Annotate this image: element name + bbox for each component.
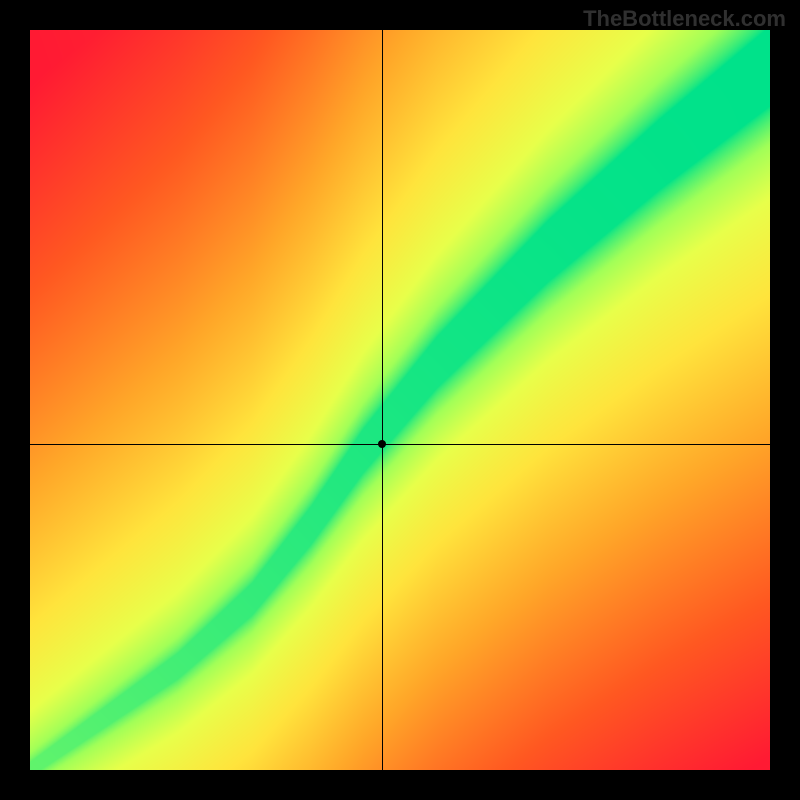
crosshair-vertical: [382, 30, 383, 770]
heatmap-canvas: [30, 30, 770, 770]
chart-container: TheBottleneck.com: [0, 0, 800, 800]
watermark-text: TheBottleneck.com: [583, 6, 786, 32]
crosshair-marker: [378, 440, 386, 448]
crosshair-horizontal: [30, 444, 770, 445]
plot-area: [30, 30, 770, 770]
